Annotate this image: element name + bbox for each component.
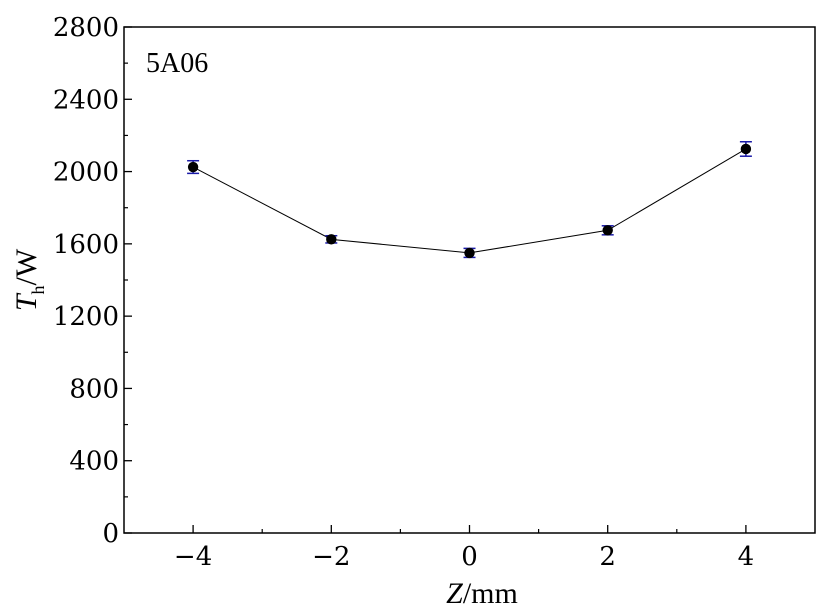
data-point [740,143,752,155]
y-tick-label: 2800 [53,13,119,43]
y-axis-label: Th/W [10,248,48,311]
y-axis: 0 400 800 1200 1600 2000 2400 2800 [53,13,132,549]
data-point [326,234,337,245]
x-tick-label: −2 [312,542,350,572]
y-tick-label: 400 [69,447,119,477]
chart-annotation: 5A06 [146,48,208,79]
x-axis: −4 −2 0 2 4 [174,525,754,572]
y-tick-label: 2400 [53,85,119,115]
y-axis-label-unit: /W [10,248,43,285]
y-tick-label: 1200 [53,302,119,332]
y-tick-label: 2000 [53,158,119,188]
data-point [602,225,613,236]
y-tick-label: 800 [69,374,119,404]
x-tick-label: −4 [174,542,212,572]
y-axis-label-var: T [10,292,43,311]
x-axis-label: Z/mm [446,577,518,610]
x-tick-label: 4 [738,542,755,572]
data-point [187,161,199,173]
y-tick-label: 0 [102,519,119,549]
y-axis-label-sub: h [28,285,48,294]
plot-border [123,26,816,534]
x-tick-label: 2 [599,542,616,572]
x-axis-label-var: Z [446,577,463,610]
series-line [192,148,747,254]
plot-frame [123,26,816,534]
x-tick-label: 0 [461,542,478,572]
data-series [187,141,752,259]
x-axis-label-unit: /mm [463,577,518,610]
data-point [464,247,475,259]
y-tick-label: 1600 [53,230,119,260]
